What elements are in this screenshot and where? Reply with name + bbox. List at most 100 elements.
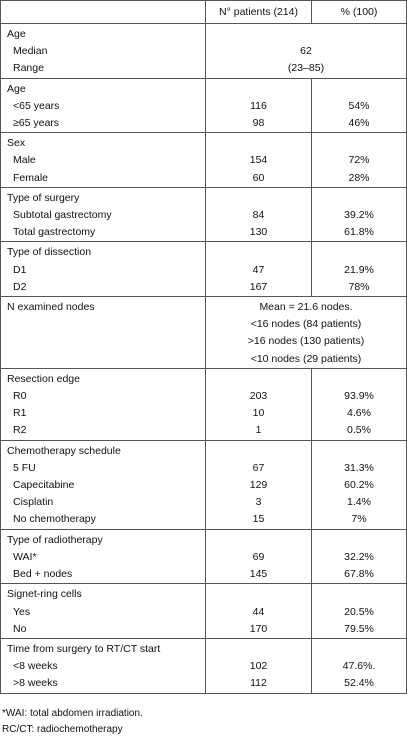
row-label: D1 [0,261,206,279]
header-percent: % (100) [311,0,407,24]
table-row: Yes 44 20.5% [0,603,407,621]
patients-cell: 44 [205,603,312,621]
percent-cell: 67.8% [311,566,407,585]
percent-cell: 72% [311,152,407,170]
row-label: 5 FU [0,459,206,478]
table-row: <8 weeks 102 47.6%. [0,658,407,676]
section-merged-value [205,23,407,44]
table-row: >16 nodes (130 patients) [0,333,407,351]
row-label: Female [0,169,206,188]
table-row: WAI* 69 32.2% [0,548,407,567]
patients-cell [205,529,312,549]
table-row: R0 203 93.9% [0,388,407,406]
row-label: <8 weeks [0,658,206,676]
section-merged-value: 62 [205,43,407,61]
table-row: Age [0,78,407,98]
section-merged-value: (23–85) [205,60,407,79]
patients-cell: 167 [205,278,312,298]
table-row: Type of radiotherapy [0,529,407,549]
table-row: Range (23–85) [0,60,407,79]
table-row: 5 FU 67 31.3% [0,459,407,478]
section-title: Signet-ring cells [0,583,206,604]
section-title: Resection edge [0,368,206,389]
table-row: ≥65 years 98 46% [0,115,407,134]
row-label [0,333,206,351]
row-label: Subtotal gastrectomy [0,207,206,225]
percent-cell [311,440,407,460]
patients-cell [205,583,312,604]
section-title: N examined nodes [0,296,206,317]
percent-cell [311,132,407,153]
percent-cell: 39.2% [311,207,407,225]
patients-cell: 3 [205,494,312,512]
section-title: Age [0,23,206,44]
table-row: Subtotal gastrectomy 84 39.2% [0,207,407,225]
section-title: Time from surgery to RT/CT start [0,638,206,659]
percent-cell: 0.5% [311,422,407,441]
section-merged-value: >16 nodes (130 patients) [205,333,407,351]
table-row: <10 nodes (29 patients) [0,350,407,369]
percent-cell: 79.5% [311,620,407,639]
table-row: Type of surgery [0,187,407,208]
patients-cell: 145 [205,566,312,585]
row-label: R0 [0,388,206,406]
table-row: <16 nodes (84 patients) [0,316,407,334]
patients-cell: 60 [205,169,312,188]
row-label: Capecitabine [0,477,206,495]
row-label: Male [0,152,206,170]
patients-cell: 98 [205,115,312,134]
percent-cell: 47.6%. [311,658,407,676]
table-row: Signet-ring cells [0,583,407,604]
row-label: Total gastrectomy [0,224,206,243]
row-label: Range [0,60,206,79]
percent-cell: 46% [311,115,407,134]
row-label [0,316,206,334]
row-label: R2 [0,422,206,441]
section-title: Chemotherapy schedule [0,440,206,460]
header-col1 [0,0,206,24]
section-merged-value: <10 nodes (29 patients) [205,350,407,369]
table-row: Median 62 [0,43,407,61]
percent-cell: 4.6% [311,405,407,423]
percent-cell: 28% [311,169,407,188]
patient-characteristics-table: N° patients (214) % (100) Age Median 62 Ran… [0,0,407,694]
patients-cell: 15 [205,511,312,530]
patients-cell [205,638,312,659]
table-body: Age Median 62 Range (23–85) Age <65 years 116 54… [0,23,407,694]
table-row: R1 10 4.6% [0,405,407,423]
patients-cell: 102 [205,658,312,676]
header-patients: N° patients (214) [205,0,312,24]
patients-cell: 69 [205,548,312,567]
percent-cell: 78% [311,278,407,298]
patients-cell: 112 [205,675,312,694]
table-row: Sex [0,132,407,153]
section-merged-value: Mean = 21.6 nodes. [205,296,407,317]
row-label [0,350,206,369]
percent-cell: 1.4% [311,494,407,512]
patients-cell: 129 [205,477,312,495]
percent-cell: 31.3% [311,459,407,478]
section-title: Age [0,78,206,98]
patients-cell: 203 [205,388,312,406]
row-label: WAI* [0,548,206,567]
section-title: Type of radiotherapy [0,529,206,549]
table-row: Chemotherapy schedule [0,440,407,460]
table-row: >8 weeks 112 52.4% [0,675,407,694]
percent-cell: 52.4% [311,675,407,694]
patients-cell: 47 [205,261,312,279]
row-label: Median [0,43,206,61]
table-row: Male 154 72% [0,152,407,170]
table-row: Total gastrectomy 130 61.8% [0,224,407,243]
footnote-rcct: RC/CT: radiochemotherapy [2,724,123,735]
row-label: Bed + nodes [0,566,206,585]
percent-cell: 21.9% [311,261,407,279]
percent-cell: 32.2% [311,548,407,567]
row-label: R1 [0,405,206,423]
patients-cell: 84 [205,207,312,225]
table-row: R2 1 0.5% [0,422,407,441]
table-row: Age [0,23,407,44]
row-label: Yes [0,603,206,621]
percent-cell: 93.9% [311,388,407,406]
table-row: No 170 79.5% [0,620,407,639]
footnote-wai: *WAI: total abdomen irradiation. [2,708,143,719]
